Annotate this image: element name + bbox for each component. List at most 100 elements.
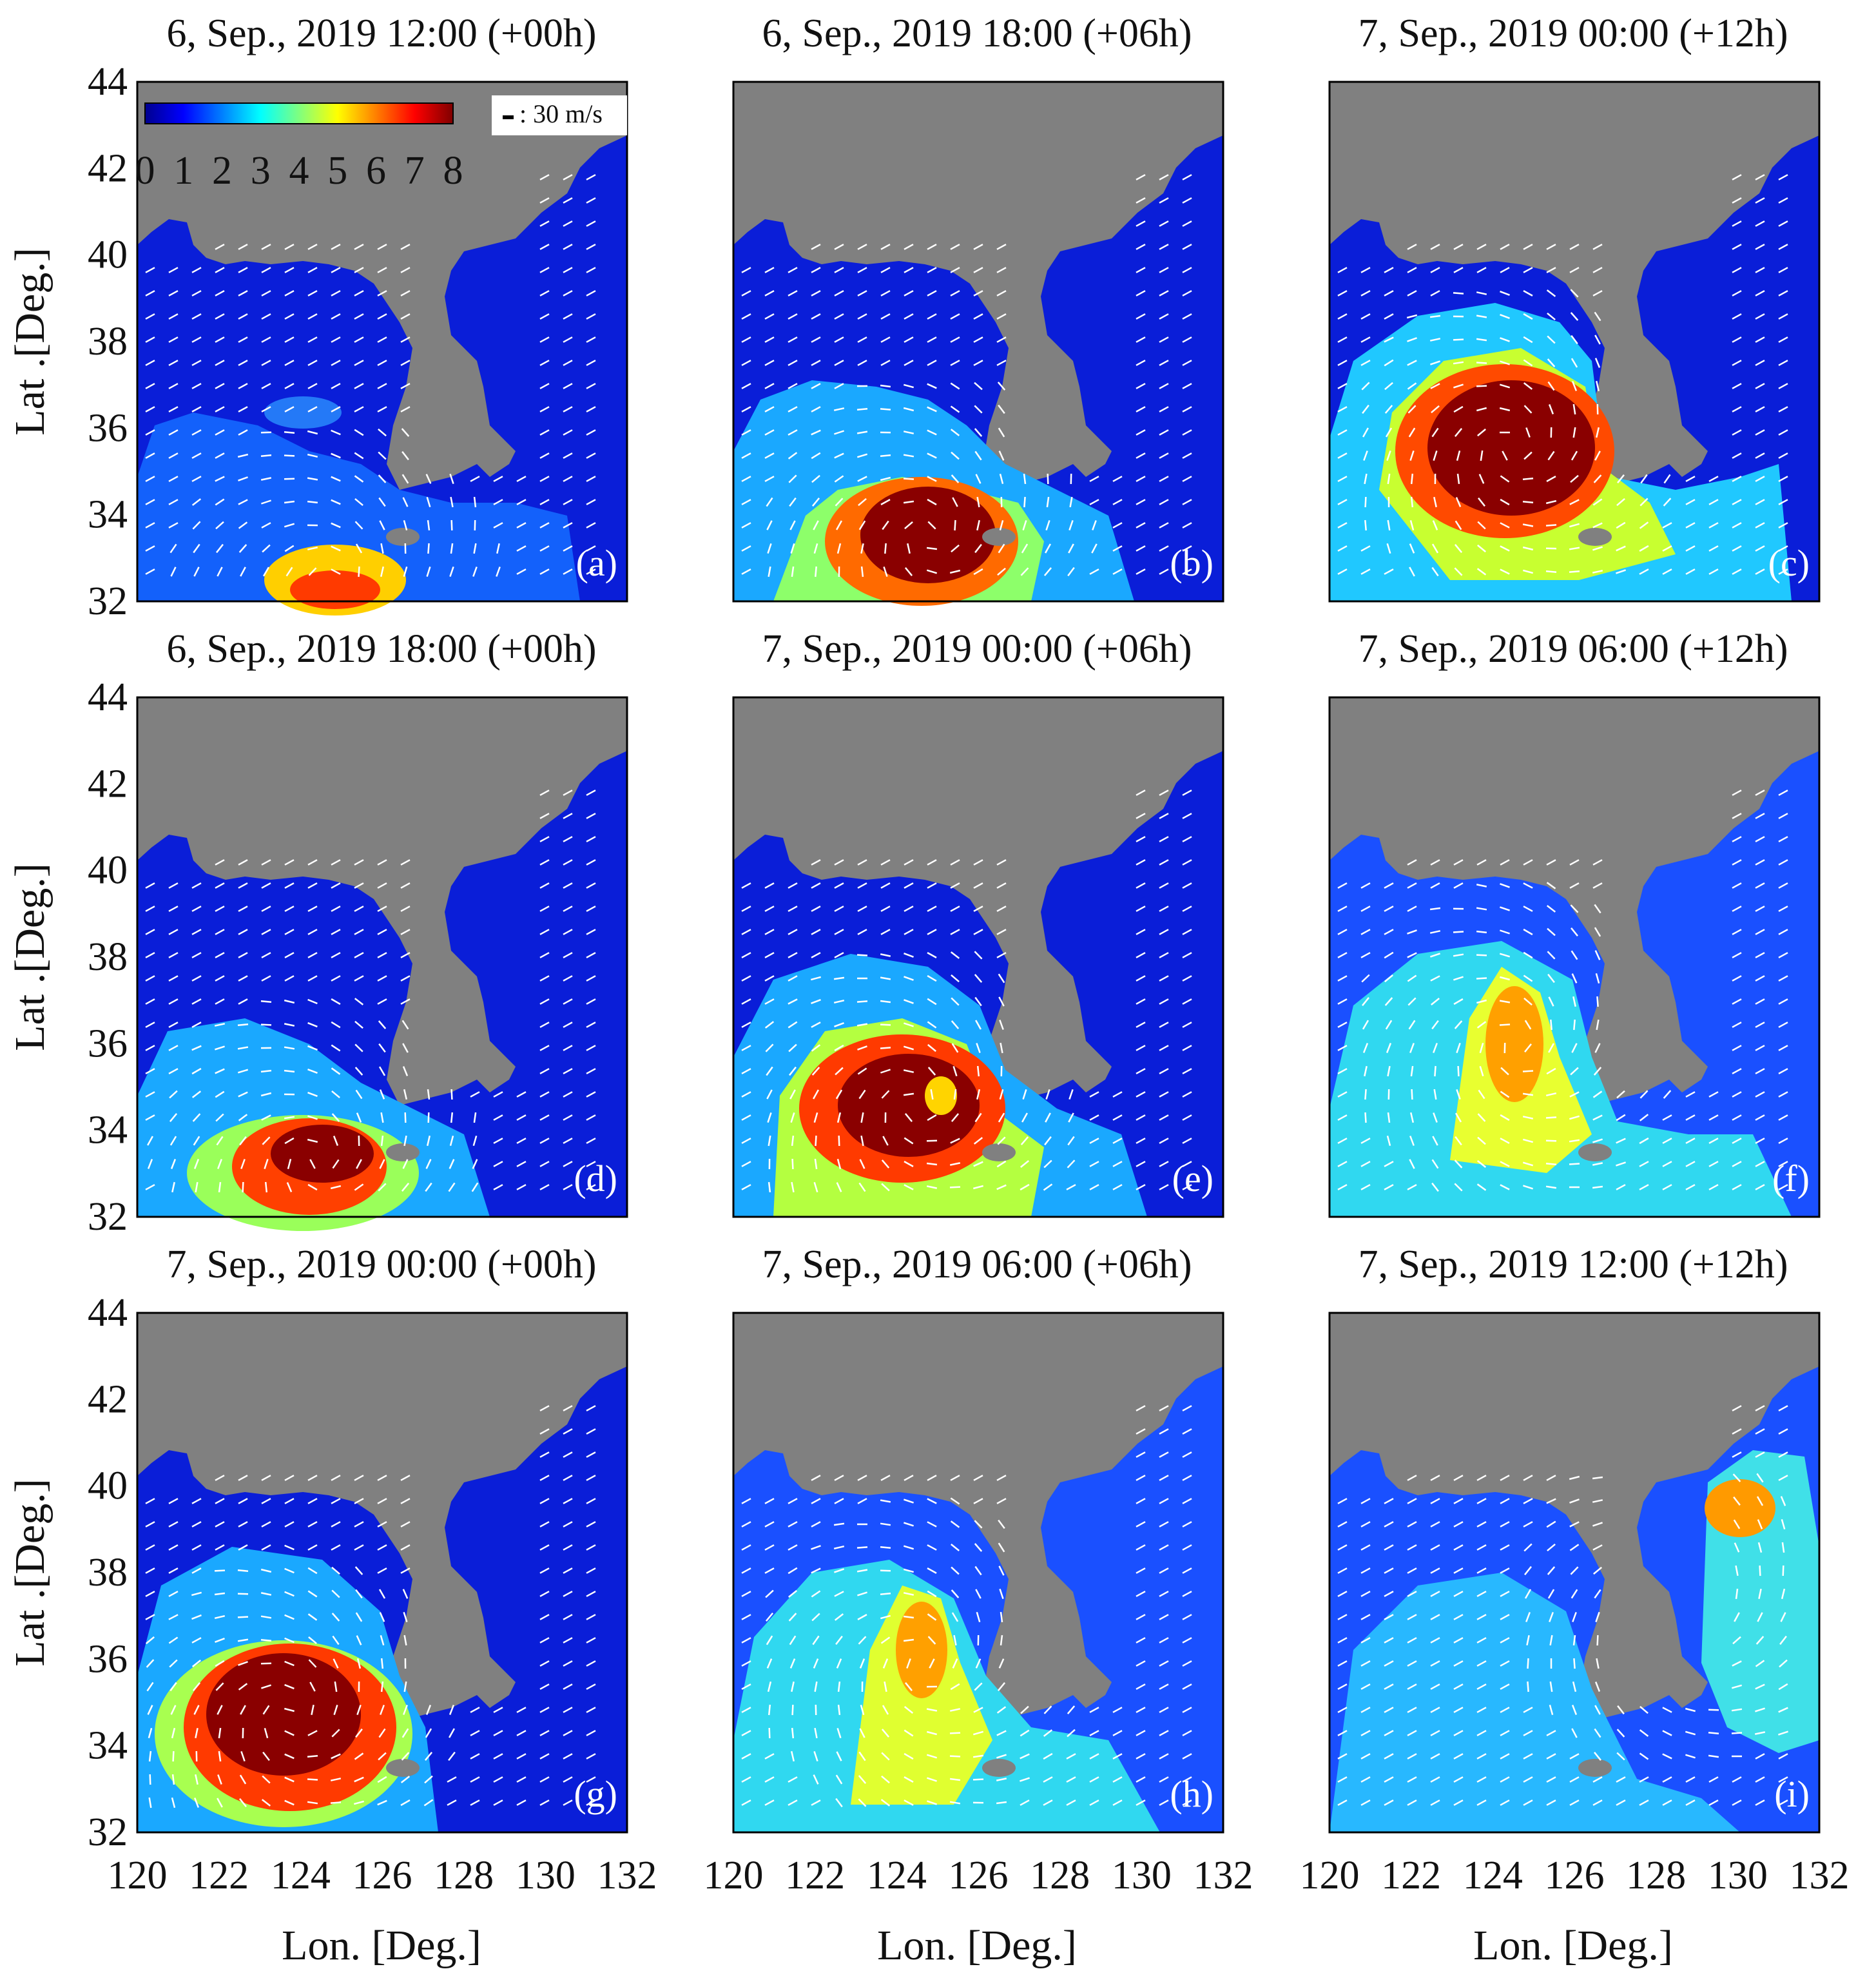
wind-vector xyxy=(1182,1591,1192,1597)
wind-vector xyxy=(1430,1707,1440,1713)
wind-vector xyxy=(307,383,318,389)
wind-vector xyxy=(1431,567,1439,577)
wind-vector xyxy=(1136,383,1146,389)
wind-vector xyxy=(1547,927,1556,936)
wind-vector xyxy=(997,1136,1006,1145)
wind-vector xyxy=(834,1591,844,1597)
wind-vector xyxy=(1182,929,1192,935)
wind-vector xyxy=(768,1135,771,1147)
wind-vector xyxy=(1430,1799,1440,1806)
wind-vector xyxy=(741,1498,751,1504)
wind-vector xyxy=(331,975,341,982)
wind-vector xyxy=(811,290,821,296)
panel-frame xyxy=(136,1312,628,1834)
wind-vector xyxy=(903,1568,914,1573)
wind-vector xyxy=(881,1729,890,1738)
wind-vector xyxy=(284,360,295,366)
wind-vector xyxy=(1069,496,1073,508)
wind-vector xyxy=(1337,452,1348,459)
wind-vector xyxy=(170,567,177,577)
wind-vector xyxy=(997,382,1006,391)
wind-vector xyxy=(1732,882,1742,889)
wind-vector xyxy=(284,545,295,552)
wind-vector xyxy=(1500,1475,1510,1481)
wind-vector xyxy=(307,430,318,435)
y-axis-label-row1: Lat .[Deg.] xyxy=(6,247,53,435)
wind-vector xyxy=(904,1161,914,1167)
wind-vector xyxy=(1732,1405,1742,1411)
wind-vector xyxy=(1089,1184,1099,1190)
wind-vector xyxy=(1360,1614,1371,1620)
wind-vector xyxy=(1755,1091,1765,1098)
wind-vector xyxy=(168,383,179,389)
wind-vector xyxy=(904,1184,914,1190)
y-tick-label: 36 xyxy=(88,1637,128,1681)
wind-vector xyxy=(1068,543,1074,554)
wind-vector xyxy=(1337,1498,1348,1504)
wind-vector xyxy=(215,1660,225,1667)
swh-peak-core xyxy=(271,1125,374,1183)
wind-vector xyxy=(1731,1684,1743,1689)
wind-vector xyxy=(1732,522,1742,528)
wind-vector xyxy=(426,1135,431,1147)
wind-vector xyxy=(217,1159,222,1169)
wind-vector xyxy=(881,1775,890,1784)
wind-vector xyxy=(215,882,225,889)
wind-vector xyxy=(1524,1589,1532,1599)
wind-vector xyxy=(764,906,775,912)
wind-vector xyxy=(355,543,363,554)
island xyxy=(982,1759,1016,1777)
wind-vector xyxy=(425,1705,432,1715)
wind-vector xyxy=(1522,1116,1534,1120)
wind-vector xyxy=(857,1045,867,1051)
wind-vector xyxy=(1386,450,1391,461)
wind-vector xyxy=(1182,522,1192,528)
wind-vector xyxy=(1020,1753,1030,1760)
wind-vector xyxy=(1708,1138,1719,1144)
map-panel-c: (c) xyxy=(1328,81,1821,603)
wind-vector xyxy=(1592,1185,1603,1189)
wind-vector xyxy=(145,882,155,889)
y-tick-label: 32 xyxy=(88,1810,128,1854)
wind-vector xyxy=(354,336,364,343)
wind-vector xyxy=(426,496,431,508)
wind-vector xyxy=(1360,1799,1371,1806)
wind-vector xyxy=(741,1161,751,1167)
wind-vector xyxy=(377,1475,387,1481)
wind-vector xyxy=(1778,383,1788,389)
wind-vector xyxy=(1523,882,1533,889)
wind-vector xyxy=(145,406,155,412)
wind-vector xyxy=(238,244,248,250)
wind-vector xyxy=(215,498,225,506)
wind-vector xyxy=(539,859,550,866)
wind-vector xyxy=(1387,519,1391,531)
wind-vector xyxy=(1360,336,1371,343)
wind-vector xyxy=(586,929,596,935)
wind-vector xyxy=(881,1752,890,1761)
wind-vector xyxy=(927,1114,937,1121)
wind-vector xyxy=(284,1567,295,1574)
wind-vector xyxy=(1500,1067,1509,1076)
wind-vector xyxy=(904,859,914,866)
wind-vector xyxy=(539,1184,550,1190)
wind-vector xyxy=(880,1593,891,1595)
wind-vector xyxy=(1662,1776,1672,1783)
wind-vector xyxy=(1159,522,1169,528)
wind-vector xyxy=(1755,1451,1765,1458)
wind-vector xyxy=(835,1067,844,1076)
wind-vector xyxy=(400,1521,411,1527)
wind-vector xyxy=(1523,1776,1533,1783)
wind-vector xyxy=(856,453,868,458)
wind-vector xyxy=(400,929,411,935)
wind-vector xyxy=(426,567,431,577)
wind-vector xyxy=(1708,1091,1719,1098)
wind-vector xyxy=(214,1592,226,1596)
wind-vector xyxy=(331,290,341,296)
wind-vector xyxy=(950,429,960,436)
wind-vector xyxy=(1596,1658,1600,1669)
wind-vector xyxy=(1479,1042,1484,1054)
wind-vector xyxy=(1337,383,1348,389)
wind-vector xyxy=(811,1799,821,1806)
wind-vector xyxy=(1112,1138,1123,1144)
wind-vector xyxy=(1592,1091,1603,1098)
